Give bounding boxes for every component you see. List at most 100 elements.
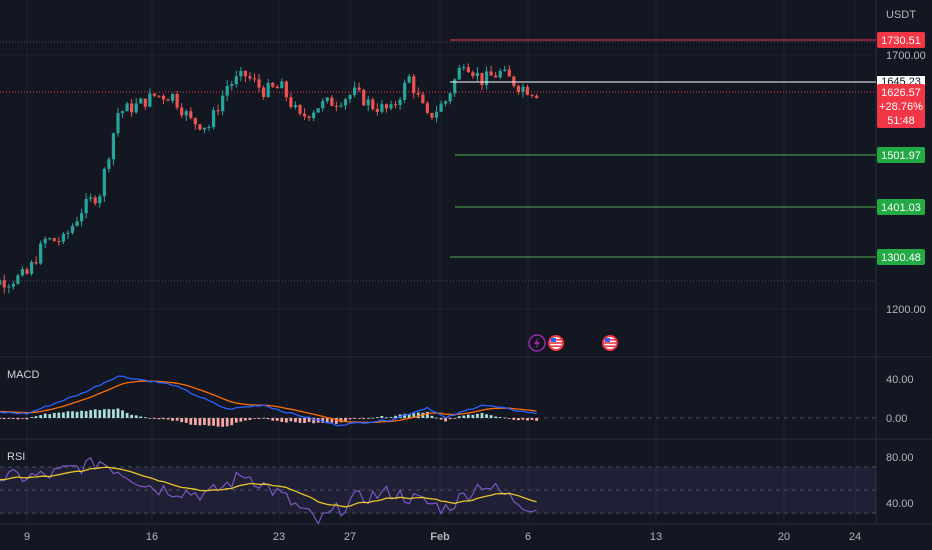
macd-histogram-bar (102, 409, 106, 418)
macd-histogram-bar (280, 418, 284, 422)
rsi-ma-line (0, 466, 537, 508)
current-price-tag[interactable]: 1626.57 +28.76% 51:48 (877, 84, 925, 128)
macd-histogram-bar (257, 418, 261, 419)
macd-histogram-bar (39, 415, 43, 418)
macd-histogram-bar (121, 410, 124, 418)
target-price-tag-2[interactable]: 1401.03 (877, 199, 925, 215)
candle-body (166, 99, 170, 101)
candle-body (366, 99, 370, 106)
candle-body (462, 67, 466, 69)
macd-histogram-bar (335, 418, 338, 424)
macd-histogram-bar (130, 414, 134, 418)
macd-histogram-bar (207, 418, 211, 426)
svg-text:1501.97: 1501.97 (881, 150, 921, 162)
macd-histogram-bar (266, 418, 270, 420)
candle-body (353, 87, 357, 96)
macd-histogram-bar (203, 418, 206, 425)
macd-histogram-bar (453, 418, 457, 419)
candle-body (75, 221, 79, 226)
x-tick-label: 6 (525, 531, 531, 543)
candle-body (34, 262, 38, 264)
us-flag-icon[interactable] (602, 335, 618, 351)
macd-histogram-bar (62, 412, 65, 418)
price-change: +28.76% (879, 101, 923, 113)
macd-histogram-bar (312, 418, 316, 424)
candle-body (448, 93, 452, 102)
candle-body (111, 133, 116, 160)
candle-body (262, 87, 266, 97)
macd-histogram-bar (43, 413, 47, 418)
resistance-price-tag[interactable]: 1730.51 (877, 32, 925, 48)
macd-histogram-bar (80, 410, 83, 418)
candle-body (453, 79, 457, 94)
y-tick-label: 1700.00 (886, 50, 926, 62)
macd-histogram-bar (471, 414, 475, 418)
macd-histogram-bar (143, 417, 147, 419)
candle-body (171, 93, 175, 101)
lightning-icon[interactable] (528, 334, 546, 352)
candle-body (152, 93, 156, 96)
candle-body (0, 280, 2, 285)
candle-body (252, 78, 257, 80)
candle-body (444, 101, 448, 104)
candle-body (48, 238, 52, 240)
candle-body (89, 197, 93, 199)
macd-histogram-bar (66, 411, 70, 418)
candle-body (289, 97, 293, 108)
macd-histogram-bar (139, 416, 143, 418)
candle-body (298, 105, 302, 114)
candle-body (325, 97, 329, 102)
x-tick-label: Feb (430, 531, 450, 543)
candle-body (189, 111, 193, 118)
us-flag-icon[interactable] (548, 335, 564, 351)
candle-body (489, 71, 493, 76)
macd-histogram-bar (221, 418, 225, 427)
macd-histogram-bar (298, 418, 302, 423)
candle-body (116, 113, 120, 134)
candle-body (175, 93, 179, 108)
candle-body (321, 101, 325, 109)
macd-histogram-bar (2, 418, 6, 420)
time-axis[interactable]: 9 16 23 27 Feb 6 13 20 24 (24, 531, 861, 543)
candle-body (180, 107, 184, 116)
x-tick-label: 23 (273, 531, 285, 543)
macd-title: MACD (7, 369, 39, 381)
candle-body (84, 198, 88, 214)
macd-histogram-bar (180, 418, 184, 423)
macd-histogram-bar (530, 418, 534, 420)
x-tick-label: 16 (146, 531, 158, 543)
candle-body (530, 94, 534, 96)
candle-body (225, 86, 229, 96)
macd-tick-label: 0.00 (886, 413, 907, 425)
target-price-tag-3[interactable]: 1300.48 (877, 249, 925, 265)
macd-histogram-bar (244, 418, 247, 421)
candle-body (512, 76, 516, 86)
candle-body (16, 275, 20, 284)
candle-body (193, 117, 197, 125)
currency-label: USDT (886, 9, 916, 21)
candle-body (39, 243, 43, 264)
candle-body (7, 286, 11, 288)
target-price-tag-1[interactable]: 1501.97 (877, 147, 925, 163)
macd-histogram-bar (75, 411, 79, 418)
svg-text:1730.51: 1730.51 (881, 35, 921, 47)
candle-body (407, 76, 411, 83)
macd-histogram-bar (153, 418, 156, 419)
x-tick-label: 27 (344, 531, 356, 543)
x-tick-label: 9 (24, 531, 30, 543)
macd-histogram-bar (462, 415, 466, 418)
macd-histogram-bar (489, 415, 493, 418)
macd-histogram-bar (521, 418, 525, 420)
candle-body (125, 103, 129, 112)
macd-histogram-bar (116, 408, 120, 418)
candle-body (202, 127, 207, 130)
candle-body (339, 105, 343, 107)
candle-body (107, 159, 111, 169)
x-tick-label: 13 (650, 531, 662, 543)
macd-histogram-bar (507, 418, 511, 419)
candle-body (130, 103, 134, 113)
macd-histogram-bar (253, 418, 256, 419)
candle-body (302, 113, 307, 117)
candle-body (384, 104, 389, 109)
